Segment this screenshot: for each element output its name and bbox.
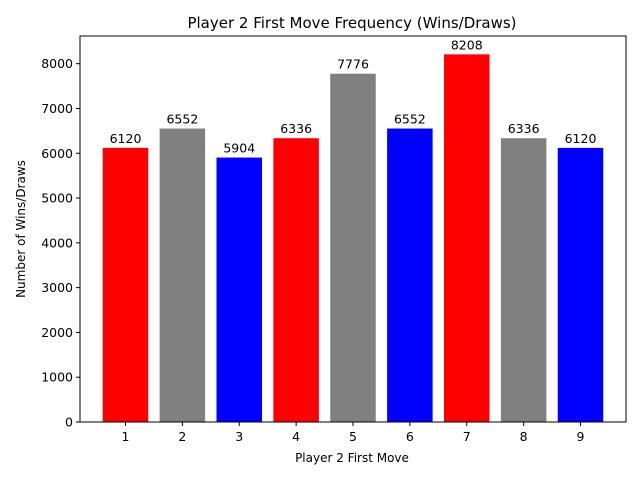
value-label-4: 6336	[280, 121, 312, 136]
bar-3	[216, 157, 262, 422]
bar-9	[557, 147, 604, 422]
value-label-2: 6552	[166, 112, 198, 127]
bars	[102, 54, 604, 423]
y-tick-label-5000: 5000	[41, 191, 73, 206]
x-axis-label: Player 2 First Move	[295, 451, 409, 465]
y-tick-label-4000: 4000	[41, 235, 73, 250]
bar-2	[159, 128, 206, 423]
bar-8	[500, 138, 547, 422]
y-axis-label: Number of Wins/Draws	[14, 160, 28, 298]
bar-7	[444, 54, 490, 423]
x-tick-label-4: 4	[292, 429, 300, 444]
y-tick-label-0: 0	[65, 415, 73, 430]
value-label-9: 6120	[565, 131, 597, 146]
x-tick-label-2: 2	[178, 429, 186, 444]
axes-frame	[79, 35, 627, 423]
value-label-3: 5904	[223, 141, 255, 156]
value-label-7: 8208	[451, 37, 483, 52]
y-tick-label-1000: 1000	[41, 370, 73, 385]
x-tick-label-5: 5	[349, 429, 357, 444]
x-tick-label-3: 3	[235, 429, 243, 444]
bar-5	[330, 73, 376, 423]
y-tick-label-8000: 8000	[41, 56, 73, 71]
x-tick-label-8: 8	[520, 429, 528, 444]
y-tick-label-2000: 2000	[41, 325, 73, 340]
x-tick-label-7: 7	[463, 429, 471, 444]
y-tick-label-7000: 7000	[41, 101, 73, 116]
y-tick-label-6000: 6000	[41, 146, 73, 161]
value-label-1: 6120	[110, 131, 142, 146]
x-tick-label-9: 9	[577, 429, 585, 444]
x-axis-ticks: 1 2 3 4 5 6 7 8 9	[122, 422, 585, 444]
x-tick-label-1: 1	[122, 429, 130, 444]
x-tick-label-6: 6	[406, 429, 414, 444]
value-labels: 6120 6552 5904 6336 7776 6552 8208 6336 6120	[110, 37, 597, 155]
y-tick-label-3000: 3000	[41, 280, 73, 295]
value-label-8: 6336	[508, 121, 540, 136]
bar-6	[387, 128, 433, 423]
y-axis-ticks: 0 1000 2000 3000 4000 5000 6000 7000 8000	[41, 56, 80, 430]
value-label-5: 7776	[337, 57, 369, 72]
bar-4	[273, 138, 319, 422]
value-label-6: 6552	[394, 112, 426, 127]
bar-1	[102, 147, 149, 422]
chart-title: Player 2 First Move Frequency (Wins/Draw…	[187, 14, 516, 32]
